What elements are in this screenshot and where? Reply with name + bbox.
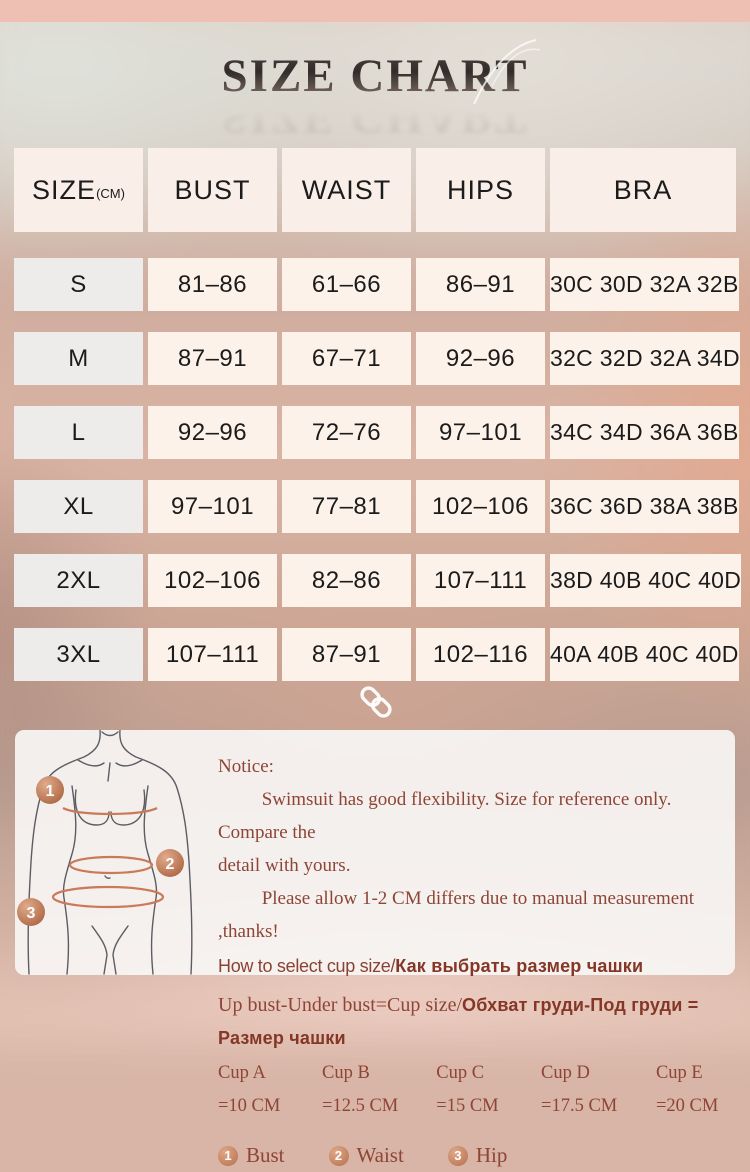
bra-cell: 38D 40B 40C 40D bbox=[550, 554, 742, 607]
bra-cell: 40A 40B 40C 40D bbox=[550, 628, 739, 681]
legend-2-dot: 2 bbox=[328, 1145, 349, 1166]
legend-waist: 2 Waist bbox=[328, 1139, 404, 1172]
hips-cell: 102–106 bbox=[416, 480, 545, 533]
header-size-label: SIZE bbox=[32, 174, 97, 205]
header-size-unit: (CM) bbox=[96, 185, 125, 201]
waist-cell: 77–81 bbox=[282, 480, 411, 533]
cup-a: Cup A =10 CM bbox=[218, 1063, 281, 1116]
header-bust: BUST bbox=[148, 148, 277, 232]
header-size: SIZE (CM) bbox=[14, 148, 143, 232]
bust-cell: 81–86 bbox=[148, 258, 277, 311]
cup-sizes-line: Cup A =10 CM Cup B =12.5 CM Cup C =15 CM… bbox=[218, 1057, 734, 1123]
size-cell: L bbox=[14, 406, 143, 459]
notice-line1b: detail with yours. bbox=[218, 855, 351, 876]
page-title: SIZE CHART bbox=[0, 51, 750, 101]
size-cell: S bbox=[14, 258, 143, 311]
bra-cell: 32C 32D 32A 34D bbox=[550, 332, 740, 385]
top-pink-bar bbox=[0, 0, 750, 22]
header-bra: BRA bbox=[550, 148, 736, 232]
bust-cell: 102–106 bbox=[148, 554, 277, 607]
bra-cell: 34C 34D 36A 36B bbox=[550, 406, 739, 459]
info-panel bbox=[15, 730, 735, 975]
cup-c: Cup C =15 CM bbox=[436, 1063, 499, 1116]
bra-cell: 36C 36D 38A 38B bbox=[550, 480, 739, 533]
size-cell: 3XL bbox=[14, 628, 143, 681]
notice-line1a: Swimsuit has good flexibility. Size for … bbox=[218, 789, 672, 843]
cup-b: Cup B =12.5 CM bbox=[322, 1063, 399, 1116]
cup-e: Cup E =20 CM bbox=[655, 1063, 719, 1116]
table-header-row: SIZE (CM) BUST WAIST HIPS BRA bbox=[14, 148, 736, 232]
waist-cell: 67–71 bbox=[282, 332, 411, 385]
hips-cell: 86–91 bbox=[416, 258, 545, 311]
title-block: SIZE CHART SIZE CHART bbox=[0, 51, 750, 141]
legend-bust: 1 Bust bbox=[218, 1139, 285, 1172]
hips-cell: 107–111 bbox=[416, 554, 545, 607]
bra-cell: 30C 30D 32A 32B bbox=[550, 258, 739, 311]
hips-cell: 92–96 bbox=[416, 332, 545, 385]
size-chart-table: SIZE (CM) BUST WAIST HIPS BRA S 81–86 61–… bbox=[14, 148, 742, 702]
notice-line2: Please allow 1-2 CM differs due to manua… bbox=[218, 888, 695, 942]
swoosh-icon bbox=[473, 39, 541, 105]
table-row: 2XL 102–106 82–86 107–111 38D 40B 40C 40… bbox=[14, 554, 742, 607]
legend-hip: 3 Hip bbox=[447, 1139, 508, 1172]
page-title-reflection: SIZE CHART bbox=[0, 101, 750, 141]
cup-formula-line: Up bust-Under bust=Cup size/Обхват груди… bbox=[218, 989, 734, 1055]
figure-markers: 1 2 3 bbox=[17, 776, 184, 926]
bust-cell: 107–111 bbox=[148, 628, 277, 681]
size-cell: XL bbox=[14, 480, 143, 533]
legend-3-dot: 3 bbox=[447, 1145, 468, 1166]
marker-2: 2 bbox=[166, 856, 175, 873]
legend-1-dot: 1 bbox=[218, 1145, 238, 1166]
figure-legend: 1 Bust 2 Waist 3 Hip bbox=[218, 1139, 734, 1172]
cup-howto-en: How to select cup size/ bbox=[218, 956, 396, 976]
waist-cell: 82–86 bbox=[282, 554, 411, 607]
waist-cell: 61–66 bbox=[282, 258, 411, 311]
cup-formula-en: Up bust-Under bust=Cup size/ bbox=[218, 994, 463, 1016]
link-icon bbox=[360, 686, 392, 718]
waist-cell: 72–76 bbox=[282, 406, 411, 459]
measure-lines bbox=[51, 806, 165, 909]
hips-cell: 97–101 bbox=[416, 406, 545, 459]
bust-cell: 87–91 bbox=[148, 332, 277, 385]
waist-cell: 87–91 bbox=[282, 628, 411, 681]
legend-bust-label: Bust bbox=[246, 1143, 285, 1167]
header-hips: HIPS bbox=[416, 148, 545, 232]
body-measurement-figure: 1 2 3 bbox=[17, 730, 193, 975]
figure-outline bbox=[27, 730, 193, 975]
table-row: L 92–96 72–76 97–101 34C 34D 36A 36B bbox=[14, 406, 739, 459]
bust-cell: 97–101 bbox=[148, 480, 277, 533]
marker-3: 3 bbox=[27, 905, 36, 922]
legend-hip-label: Hip bbox=[475, 1143, 508, 1167]
hips-cell: 102–116 bbox=[416, 628, 545, 681]
cup-howto-ru: Как выбрать размер чашки bbox=[395, 956, 644, 976]
table-row: S 81–86 61–66 86–91 30C 30D 32A 32B bbox=[14, 258, 739, 311]
table-row: M 87–91 67–71 92–96 32C 32D 32A 34D bbox=[14, 332, 740, 385]
notice-label: Notice: bbox=[218, 756, 274, 777]
notice-block: Notice: Swimsuit has good flexibility. S… bbox=[218, 750, 734, 1172]
table-row: XL 97–101 77–81 102–106 36C 36D 38A 38B bbox=[14, 480, 739, 533]
table-row: 3XL 107–111 87–91 102–116 40A 40B 40C 40… bbox=[14, 628, 739, 681]
cup-d: Cup D =17.5 CM bbox=[541, 1063, 618, 1116]
size-cell: 2XL bbox=[14, 554, 143, 607]
header-waist: WAIST bbox=[282, 148, 411, 232]
size-cell: M bbox=[14, 332, 143, 385]
cup-howto-line: How to select cup size/Как выбрать разме… bbox=[218, 950, 734, 983]
bust-cell: 92–96 bbox=[148, 406, 277, 459]
legend-waist-label: Waist bbox=[356, 1143, 404, 1167]
marker-1: 1 bbox=[46, 783, 55, 800]
